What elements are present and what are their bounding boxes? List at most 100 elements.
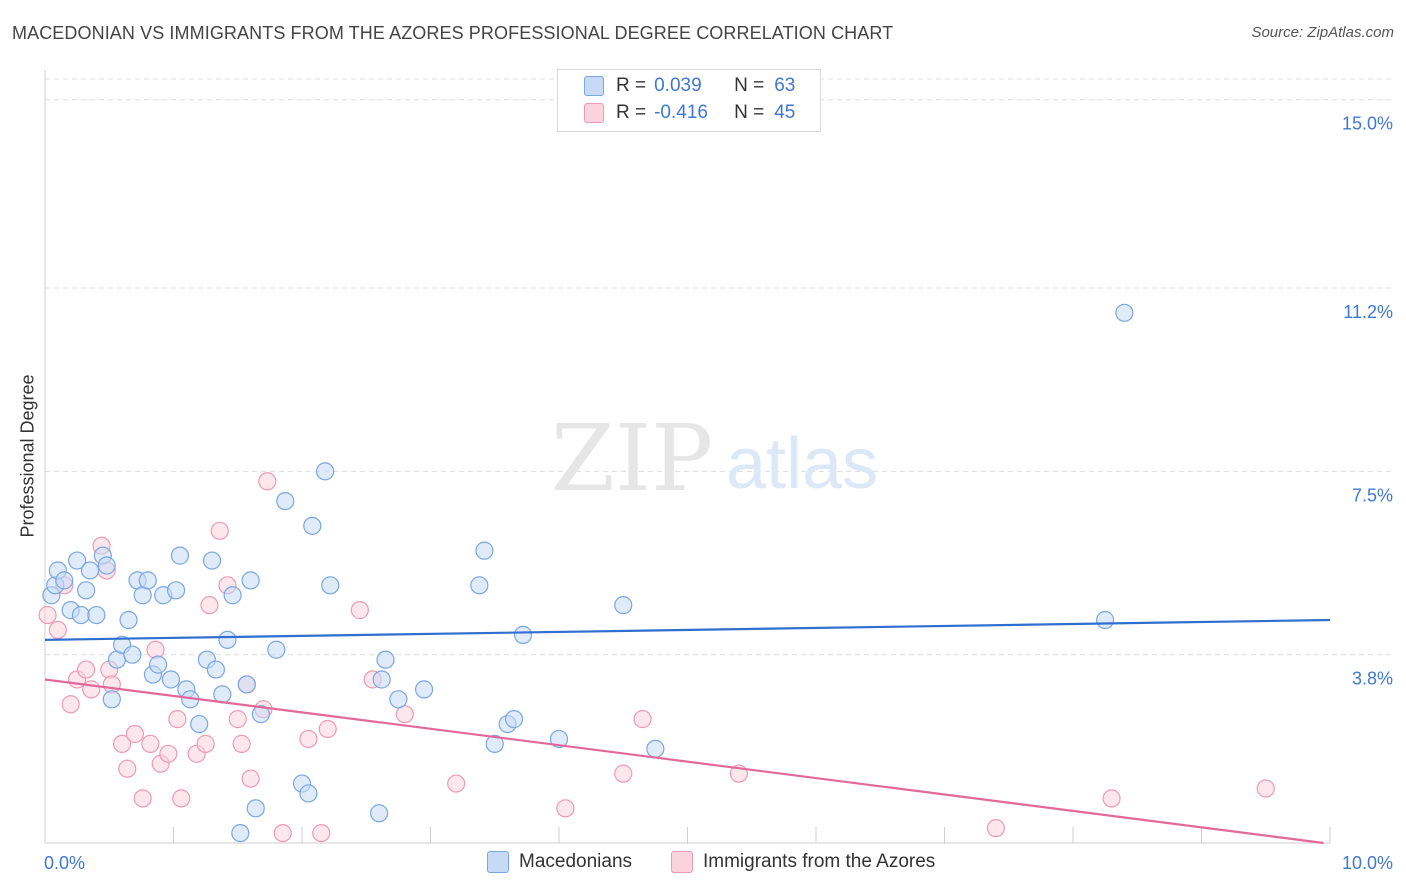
chart-title: MACEDONIAN VS IMMIGRANTS FROM THE AZORES… <box>12 23 894 43</box>
r-value-macedonians: 0.039 <box>654 75 702 96</box>
azores-point <box>210 521 229 540</box>
series-macedonians-points <box>42 303 1134 843</box>
macedonians-point <box>513 625 533 644</box>
macedonians-point <box>372 670 391 689</box>
azores-point <box>1256 779 1275 798</box>
macedonians-point <box>241 571 260 590</box>
bottom-legend-macedonians[interactable]: Macedonians <box>487 851 632 873</box>
azores-point <box>112 734 132 753</box>
macedonians-point <box>102 690 121 709</box>
azores-point <box>38 605 57 625</box>
watermark-zip: ZIP <box>551 405 713 512</box>
macedonians-point <box>299 784 318 803</box>
macedonians-point <box>223 586 242 605</box>
correlation-legend: R = 0.039 N = 63 R = -0.416 N = 45 <box>557 69 821 132</box>
azores-point <box>159 744 178 763</box>
macedonians-point <box>646 739 665 758</box>
azores-point <box>312 823 331 843</box>
grid-lines <box>45 78 1395 656</box>
tick-labels: 3.8% 7.5% 11.2% 15.0% 0.0% 10.0% <box>44 114 1393 873</box>
watermark-atlas: atlas <box>726 424 878 504</box>
azores-point <box>299 729 318 749</box>
azores-point <box>556 799 575 818</box>
azores-point <box>232 734 251 753</box>
macedonians-point <box>71 605 91 625</box>
macedonians-point <box>251 705 270 724</box>
azores-point <box>168 710 187 729</box>
macedonians-point <box>549 729 569 749</box>
macedonians-point <box>218 630 237 649</box>
azores-point <box>614 764 633 783</box>
y-tick-label: 15.0% <box>1342 114 1393 134</box>
macedonians-point <box>170 546 190 565</box>
n-label: N = <box>734 75 765 96</box>
azores-point <box>61 695 80 714</box>
y-tick-label: 3.8% <box>1352 669 1393 689</box>
azores-point <box>146 640 165 659</box>
legend-swatch-blue <box>487 851 509 873</box>
macedonians-point <box>1115 303 1134 322</box>
legend-row-macedonians: R = 0.039 N = 63 <box>584 74 795 98</box>
macedonians-point <box>485 734 504 753</box>
macedonians-point <box>148 655 168 674</box>
r-label: R = <box>616 102 647 123</box>
n-label: N = <box>734 102 765 123</box>
azores-point <box>447 774 466 793</box>
azores-point <box>318 719 337 739</box>
azores-point <box>133 789 152 808</box>
azores-trend-line <box>44 678 1324 845</box>
macedonians-point <box>166 581 186 600</box>
legend-swatch-pink <box>584 103 604 123</box>
macedonians-point <box>87 605 106 625</box>
azores-point <box>196 734 215 753</box>
macedonians-point <box>1096 610 1115 630</box>
macedonians-point <box>376 650 395 669</box>
legend-row-azores: R = -0.416 N = 45 <box>584 101 795 125</box>
macedonians-point <box>77 581 96 600</box>
macedonians-point <box>316 462 335 481</box>
macedonians-point <box>370 804 389 823</box>
legend-swatch-pink <box>671 851 693 873</box>
macedonians-point <box>614 596 633 615</box>
y-axis-title: Professional Degree <box>17 374 38 538</box>
y-tick-label: 11.2% <box>1343 302 1393 322</box>
macedonians-point <box>303 516 322 535</box>
macedonians-point <box>161 670 181 689</box>
macedonians-point <box>55 571 74 590</box>
azores-point <box>1102 789 1121 808</box>
azores-point <box>48 620 67 640</box>
bottom-legend-label-azores: Immigrants from the Azores <box>703 851 936 872</box>
legend-swatch-blue <box>584 76 604 96</box>
bottom-legend-label-macedonians: Macedonians <box>519 851 633 872</box>
r-value-azores: -0.416 <box>654 102 708 123</box>
macedonians-point <box>321 576 340 595</box>
macedonians-point <box>190 714 209 734</box>
r-label: R = <box>616 75 647 96</box>
macedonians-trend-line <box>44 618 1331 641</box>
macedonians-point <box>123 645 142 664</box>
trend-lines <box>44 618 1331 845</box>
azores-point <box>350 601 369 620</box>
azores-point <box>82 680 101 699</box>
azores-point <box>986 819 1006 838</box>
azores-point <box>228 710 247 729</box>
series-azores-points <box>38 472 1275 843</box>
macedonians-point <box>389 690 408 709</box>
azores-point <box>273 823 292 843</box>
macedonians-point <box>276 491 295 511</box>
macedonians-point <box>267 640 286 659</box>
bottom-legend-azores[interactable]: Immigrants from the Azores <box>671 851 935 873</box>
macedonians-point <box>231 823 250 843</box>
macedonians-point <box>202 551 222 570</box>
source-attribution: Source: ZipAtlas.com <box>1251 24 1394 41</box>
macedonians-point <box>504 710 524 729</box>
azores-point <box>258 472 277 491</box>
macedonians-point <box>414 680 434 699</box>
macedonians-point <box>237 675 256 694</box>
x-tick-label: 0.0% <box>44 853 85 873</box>
x-tick-label: 10.0% <box>1342 853 1393 873</box>
macedonians-point <box>475 541 494 560</box>
macedonians-point <box>68 551 87 570</box>
axes <box>44 70 1331 844</box>
